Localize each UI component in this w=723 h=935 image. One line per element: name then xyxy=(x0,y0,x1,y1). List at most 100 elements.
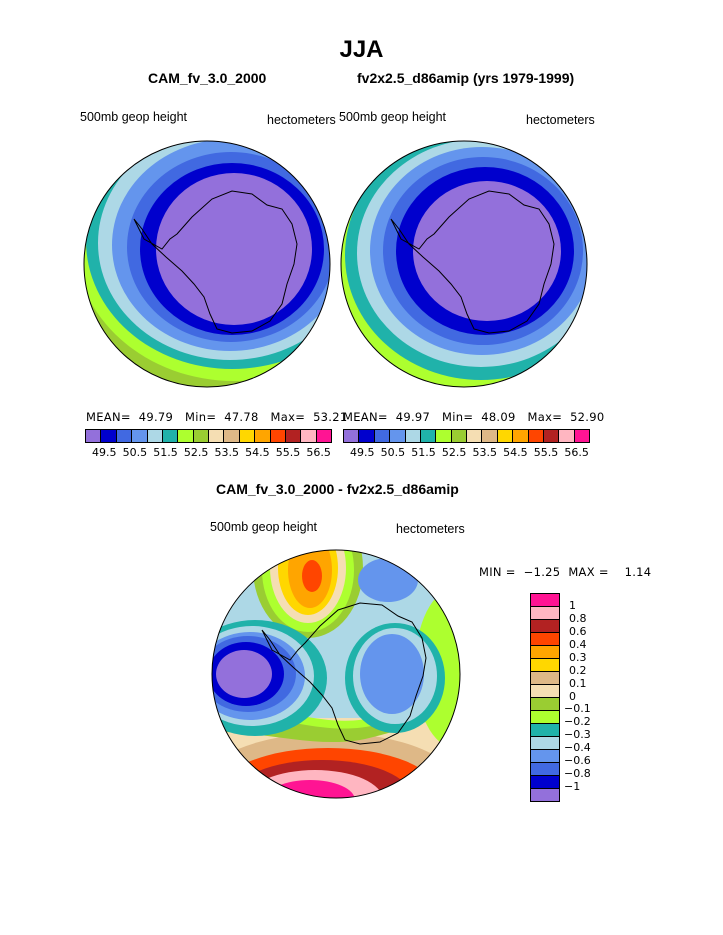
right-panel-subtitle: fv2x2.5_d86amip (yrs 1979-1999) xyxy=(357,70,575,86)
colorbar-tick-label: 52.5 xyxy=(183,446,209,459)
colorbar-swatch xyxy=(239,430,256,442)
colorbar-tick-label: 55.5 xyxy=(533,446,559,459)
colorbar-swatch xyxy=(436,430,452,442)
colorbar-swatch xyxy=(86,430,102,442)
colorbar-tick-label: 56.5 xyxy=(306,446,331,459)
min-label: Min= xyxy=(185,410,217,424)
colorbar-tick-label: 51.5 xyxy=(411,446,436,459)
colorbar-tick-label: −0.2 xyxy=(564,715,591,729)
colorbar-swatch xyxy=(224,430,240,442)
colorbar-tick-label: 0.3 xyxy=(569,650,587,664)
left-colorbar xyxy=(85,429,332,443)
colorbar-tick-label: 1 xyxy=(569,598,576,612)
max-label: MAX = xyxy=(568,565,609,579)
colorbar-tick-label: 51.5 xyxy=(153,446,178,459)
diff-panel-subtitle: CAM_fv_3.0_2000 - fv2x2.5_d86amip xyxy=(216,481,459,497)
colorbar-swatch xyxy=(531,789,559,801)
colorbar-tick-label: 52.5 xyxy=(441,446,467,459)
colorbar-swatch xyxy=(116,430,133,442)
diff-panel-field-label: 500mb geop height xyxy=(210,520,318,534)
colorbar-swatch xyxy=(531,633,559,646)
right-map xyxy=(340,140,588,388)
colorbar-tick-label: 55.5 xyxy=(275,446,301,459)
coastline xyxy=(261,602,427,745)
colorbar-swatch xyxy=(178,430,194,442)
colorbar-swatch xyxy=(531,750,559,763)
colorbar-swatch xyxy=(543,430,560,442)
colorbar-swatch xyxy=(162,430,179,442)
max-label: Max= xyxy=(527,410,563,424)
colorbar-swatch xyxy=(513,430,529,442)
right-panel-field-label: 500mb geop height xyxy=(339,110,447,124)
colorbar-swatch xyxy=(531,711,559,724)
min-label: MIN = xyxy=(479,565,516,579)
mean-value: 49.97 xyxy=(395,410,431,424)
colorbar-swatch xyxy=(255,430,271,442)
contour-fill xyxy=(413,181,561,321)
colorbar-tick-label: 0.4 xyxy=(569,637,587,651)
left-colorbar-ticks: 49.5 50.5 51.5 52.5 53.5 54.5 55.5 56.5 xyxy=(85,446,331,460)
colorbar-swatch xyxy=(101,430,117,442)
diff-colorbar-ticks: 1 0.8 0.6 0.4 0.3 0.2 0.1 0 −0.1 −0.2 −0.3 −0.4 −0.6… xyxy=(564,593,604,800)
colorbar-swatch xyxy=(531,776,559,789)
colorbar-tick-label: 53.5 xyxy=(214,446,239,459)
colorbar-swatch xyxy=(147,430,163,442)
colorbar-swatch xyxy=(574,430,589,442)
contour-fill xyxy=(302,560,322,592)
colorbar-swatch xyxy=(531,685,559,698)
colorbar-swatch xyxy=(132,430,148,442)
colorbar-tick-label: 54.5 xyxy=(245,446,270,459)
page-title: JJA xyxy=(339,36,384,63)
colorbar-swatch xyxy=(531,620,559,633)
colorbar-tick-label: −0.4 xyxy=(564,741,591,755)
map-border xyxy=(211,549,461,799)
max-value: 1.14 xyxy=(624,565,652,579)
colorbar-tick-label: −0.6 xyxy=(564,754,591,768)
contour-fill xyxy=(358,558,418,602)
colorbar-swatch xyxy=(285,430,302,442)
colorbar-swatch xyxy=(531,737,559,750)
left-panel-units: hectometers xyxy=(267,113,336,127)
colorbar-swatch xyxy=(316,430,331,442)
contour-fill xyxy=(265,780,355,798)
colorbar-tick-label: 0.6 xyxy=(569,624,587,638)
mean-label: MEAN= xyxy=(343,410,388,424)
colorbar-swatch xyxy=(420,430,437,442)
left-stats: MEAN= 49.79 Min= 47.78 Max= 53.21 xyxy=(86,410,348,424)
map-border xyxy=(340,140,588,388)
min-value: 47.78 xyxy=(224,410,259,424)
colorbar-tick-label: −0.3 xyxy=(564,728,591,742)
colorbar-tick-label: 0.1 xyxy=(569,676,587,690)
diff-panel-units: hectometers xyxy=(396,522,465,536)
contour-fill xyxy=(216,650,272,698)
colorbar-swatch xyxy=(531,724,559,737)
colorbar-swatch xyxy=(531,763,559,776)
coastline xyxy=(390,190,555,334)
colorbar-tick-label: −1 xyxy=(564,780,581,794)
min-label: Min= xyxy=(442,410,474,424)
mean-label: MEAN= xyxy=(86,410,131,424)
colorbar-swatch xyxy=(531,594,559,607)
colorbar-swatch xyxy=(390,430,406,442)
colorbar-swatch xyxy=(467,430,483,442)
mean-value: 49.79 xyxy=(138,410,174,424)
colorbar-swatch xyxy=(559,430,575,442)
left-panel-subtitle: CAM_fv_3.0_2000 xyxy=(148,70,267,86)
diff-map xyxy=(211,549,461,799)
colorbar-tick-label: 0.8 xyxy=(569,611,587,625)
colorbar-swatch xyxy=(270,430,286,442)
left-panel-field-label: 500mb geop height xyxy=(80,110,188,124)
colorbar-swatch xyxy=(531,698,559,711)
colorbar-swatch xyxy=(451,430,467,442)
min-value: 48.09 xyxy=(481,410,516,424)
colorbar-swatch xyxy=(344,430,360,442)
colorbar-swatch xyxy=(374,430,391,442)
colorbar-swatch xyxy=(301,430,317,442)
right-colorbar-ticks: 49.5 50.5 51.5 52.5 53.5 54.5 55.5 56.5 xyxy=(343,446,589,460)
right-colorbar xyxy=(343,429,590,443)
diff-colorbar xyxy=(530,593,560,802)
colorbar-swatch xyxy=(531,672,559,685)
max-value: 53.21 xyxy=(313,410,348,424)
colorbar-swatch xyxy=(531,646,559,659)
colorbar-swatch xyxy=(193,430,209,442)
